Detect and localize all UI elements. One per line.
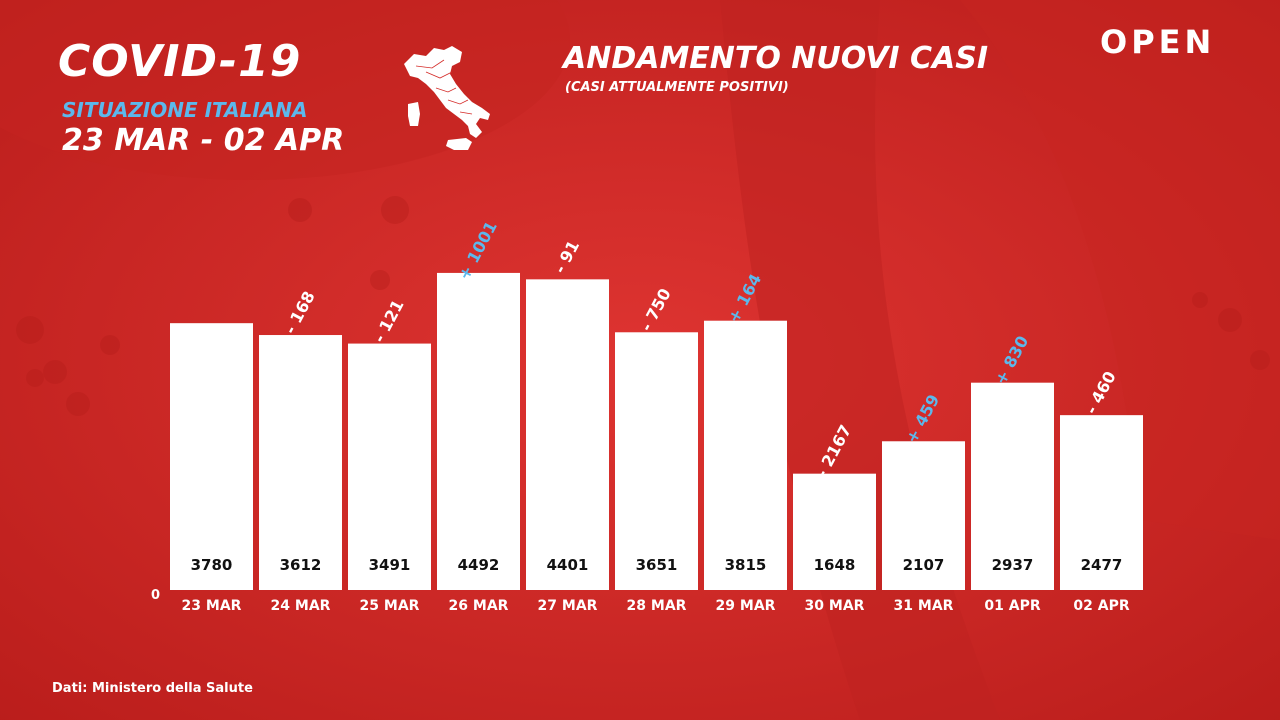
italy-map-icon (396, 42, 496, 154)
bar (971, 382, 1054, 590)
bar-value-label: 3815 (725, 556, 767, 574)
bar (882, 441, 965, 590)
bar (259, 335, 342, 590)
bar (793, 473, 876, 590)
bar (348, 343, 431, 590)
bar-value-label: 3612 (280, 556, 322, 574)
bar-value-label: 4492 (458, 556, 500, 574)
bar-value-label: 2477 (1081, 556, 1123, 574)
infographic-title: COVID-19 (58, 36, 302, 87)
x-axis-tick-label: 26 MAR (449, 598, 509, 614)
x-axis-tick-label: 27 MAR (538, 598, 598, 614)
x-axis-tick-label: 30 MAR (805, 598, 865, 614)
bar (704, 320, 787, 590)
x-axis-tick-label: 25 MAR (360, 598, 420, 614)
bar-value-label: 1648 (814, 556, 856, 574)
bar-delta-label: + 830 (991, 333, 1032, 388)
y-axis-tick-zero: 0 (151, 588, 160, 603)
bar (526, 279, 609, 590)
chart-title: ANDAMENTO NUOVI CASI (563, 41, 989, 76)
x-axis-tick-label: 01 APR (984, 598, 1040, 614)
chart-subtitle: (CASI ATTUALMENTE POSITIVI) (565, 80, 789, 95)
bar (170, 323, 253, 590)
bar-value-label: 2937 (992, 556, 1034, 574)
bar-value-label: 3491 (369, 556, 411, 574)
x-axis-tick-label: 28 MAR (627, 598, 687, 614)
bar-delta-label: - 460 (1082, 368, 1120, 417)
date-range: 23 MAR - 02 APR (62, 123, 345, 158)
x-axis-tick-label: 31 MAR (894, 598, 954, 614)
bar-value-label: 3780 (191, 556, 233, 574)
bar-delta-label: - 750 (637, 285, 675, 334)
x-axis-tick-label: 23 MAR (182, 598, 242, 614)
x-axis-tick-label: 02 APR (1073, 598, 1129, 614)
bar-delta-label: - 91 (550, 237, 583, 276)
bar (1060, 415, 1143, 590)
bar-delta-label: - 121 (370, 297, 408, 346)
bar-delta-label: + 164 (724, 271, 765, 326)
bar-delta-label: - 168 (281, 288, 319, 337)
bar-value-label: 4401 (547, 556, 589, 574)
brand-logo: OPEN (1100, 23, 1216, 61)
bar-value-label: 2107 (903, 556, 945, 574)
bar-delta-label: - 2167 (812, 422, 855, 481)
x-axis-tick-label: 24 MAR (271, 598, 331, 614)
bar-value-label: 3651 (636, 556, 678, 574)
bar-delta-label: + 459 (902, 391, 943, 446)
infographic-subtitle: SITUAZIONE ITALIANA (62, 98, 308, 122)
bar (615, 332, 698, 590)
x-axis-tick-label: 29 MAR (716, 598, 776, 614)
data-source: Dati: Ministero della Salute (52, 681, 253, 696)
bar (437, 272, 520, 590)
